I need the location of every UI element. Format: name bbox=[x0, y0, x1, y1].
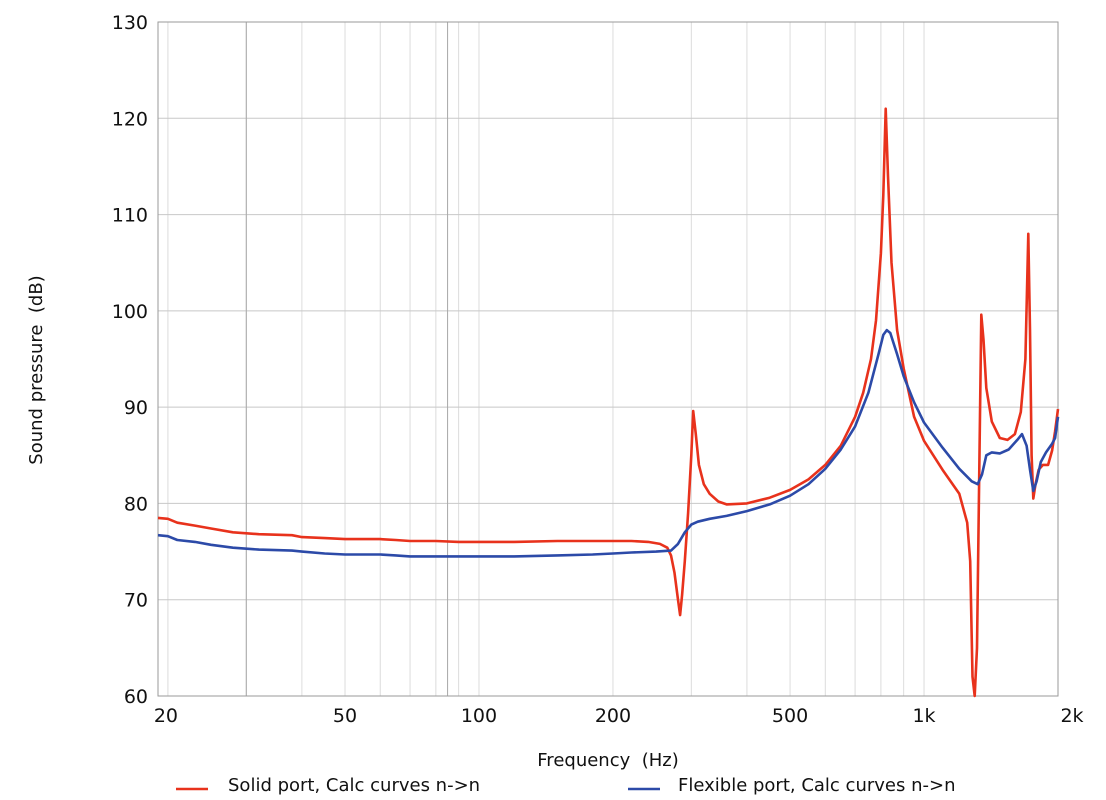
x-axis-label: Frequency (Hz) bbox=[537, 750, 678, 771]
minor-gridlines bbox=[167, 22, 1059, 696]
y-tick-label: 130 bbox=[112, 12, 148, 34]
y-tick-label: 70 bbox=[124, 590, 148, 612]
x-tick-label: 200 bbox=[595, 705, 631, 727]
legend: Solid port, Calc curves n->n Flexible po… bbox=[176, 775, 955, 796]
legend-label-solid-port: Solid port, Calc curves n->n bbox=[228, 775, 480, 796]
x-tick-labels: 20 50 100 200 500 1k 2k bbox=[154, 705, 1084, 727]
legend-label-flexible-port: Flexible port, Calc curves n->n bbox=[678, 775, 955, 796]
y-tick-label: 100 bbox=[112, 301, 148, 323]
y-tick-label: 60 bbox=[124, 686, 148, 708]
plot-area-frame bbox=[157, 21, 1059, 697]
series-layer bbox=[157, 107, 1060, 698]
x-tick-label: 500 bbox=[772, 705, 808, 727]
y-tick-label: 120 bbox=[112, 108, 148, 130]
series-line-solid-port bbox=[157, 107, 1060, 698]
y-tick-labels: 60 70 80 90 100 110 120 130 bbox=[112, 12, 148, 708]
x-tick-label: 1k bbox=[912, 705, 935, 727]
x-tick-label: 20 bbox=[154, 705, 178, 727]
y-tick-label: 90 bbox=[124, 397, 148, 419]
y-tick-label: 110 bbox=[112, 205, 148, 227]
y-tick-label: 80 bbox=[124, 493, 148, 515]
series-line-flexible-port bbox=[157, 328, 1060, 558]
x-tick-label: 2k bbox=[1060, 705, 1083, 727]
y-axis-label: Sound pressure (dB) bbox=[26, 275, 47, 464]
x-tick-label: 50 bbox=[333, 705, 357, 727]
x-tick-label: 100 bbox=[461, 705, 497, 727]
